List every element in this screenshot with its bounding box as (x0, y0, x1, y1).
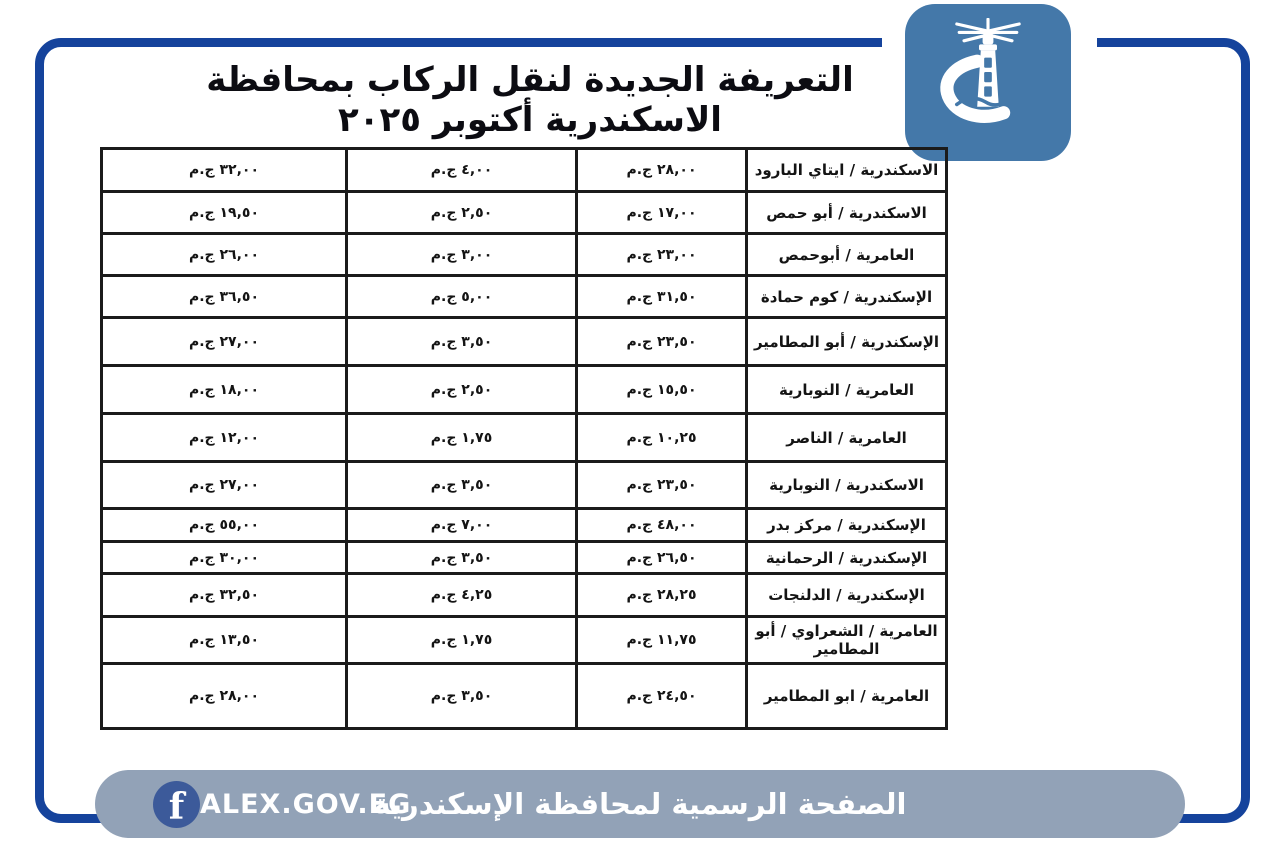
surcharge-cell: ٧,٠٠ ج.م (345, 507, 578, 543)
surcharge-cell: ٣,٥٠ ج.م (345, 316, 578, 367)
total-cell: ٥٥,٠٠ ج.م (100, 507, 348, 543)
route-cell: العامرية / النوبارية (745, 364, 948, 415)
table-row: الاسكندرية / ايتاي البارود ٢٨,٠٠ ج.م ٤,٠… (100, 147, 948, 193)
total-cell: ٢٧,٠٠ ج.م (100, 460, 348, 510)
table-row: الإسكندرية / الرحمانية ٢٦,٥٠ ج.م ٣,٥٠ ج.… (100, 540, 948, 575)
route-cell: العامرية / أبوحمص (745, 232, 948, 277)
frame-gap-right (1069, 34, 1097, 51)
surcharge-cell: ٢,٥٠ ج.م (345, 364, 578, 415)
route-cell: الاسكندرية / النوبارية (745, 460, 948, 510)
table-row: الإسكندرية / كوم حمادة ٣١,٥٠ ج.م ٥,٠٠ ج.… (100, 274, 948, 319)
total-cell: ٣٦,٥٠ ج.م (100, 274, 348, 319)
total-cell: ٢٦,٠٠ ج.م (100, 232, 348, 277)
surcharge-cell: ١,٧٥ ج.م (345, 615, 578, 665)
table-row: الإسكندرية / مركز بدر ٤٨,٠٠ ج.م ٧,٠٠ ج.م… (100, 507, 948, 543)
total-cell: ٢٨,٠٠ ج.م (100, 662, 348, 730)
fare-table: الاسكندرية / ايتاي البارود ٢٨,٠٠ ج.م ٤,٠… (100, 147, 948, 730)
alexandria-governorate-logo (905, 4, 1071, 161)
total-cell: ٢٧,٠٠ ج.م (100, 316, 348, 367)
total-cell: ١٨,٠٠ ج.م (100, 364, 348, 415)
surcharge-cell: ٤,٠٠ ج.م (345, 147, 578, 193)
fare-cell: ٤٨,٠٠ ج.م (575, 507, 748, 543)
page-title: التعريفة الجديدة لنقل الركاب بمحافظة الا… (206, 60, 854, 140)
fare-cell: ٣١,٥٠ ج.م (575, 274, 748, 319)
route-cell: الإسكندرية / الرحمانية (745, 540, 948, 575)
table-row: الاسكندرية / النوبارية ٢٣,٥٠ ج.م ٣,٥٠ ج.… (100, 460, 948, 510)
footer-official-page-label: الصفحة الرسمية لمحافظة الإسكندرية (373, 787, 907, 821)
surcharge-cell: ١,٧٥ ج.م (345, 412, 578, 463)
fare-table-container: الاسكندرية / ايتاي البارود ٢٨,٠٠ ج.م ٤,٠… (100, 147, 948, 730)
fare-cell: ١١,٧٥ ج.م (575, 615, 748, 665)
fare-cell: ٢٤,٥٠ ج.م (575, 662, 748, 730)
route-cell: الإسكندرية / كوم حمادة (745, 274, 948, 319)
surcharge-cell: ٣,٠٠ ج.م (345, 232, 578, 277)
route-cell: العامرية / الشعراوي / أبو المطامير (745, 615, 948, 665)
table-row: العامرية / ابو المطامير ٢٤,٥٠ ج.م ٣,٥٠ ج… (100, 662, 948, 730)
fare-cell: ٢٨,٢٥ ج.م (575, 572, 748, 618)
route-cell: الاسكندرية / ايتاي البارود (745, 147, 948, 193)
lighthouse-icon (928, 17, 1048, 148)
surcharge-cell: ٣,٥٠ ج.م (345, 662, 578, 730)
total-cell: ١٢,٠٠ ج.م (100, 412, 348, 463)
route-cell: الإسكندرية / أبو المطامير (745, 316, 948, 367)
website-link[interactable]: ALEX.GOV.EG (200, 788, 412, 820)
route-cell: العامرية / الناصر (745, 412, 948, 463)
facebook-icon[interactable]: f (153, 780, 200, 828)
surcharge-cell: ٥,٠٠ ج.م (345, 274, 578, 319)
fare-cell: ٢٣,٥٠ ج.م (575, 316, 748, 367)
fare-cell: ١٧,٠٠ ج.م (575, 190, 748, 235)
fare-cell: ١٥,٥٠ ج.م (575, 364, 748, 415)
surcharge-cell: ٣,٥٠ ج.م (345, 540, 578, 575)
table-row: العامرية / النوبارية ١٥,٥٠ ج.م ٢,٥٠ ج.م … (100, 364, 948, 415)
frame-gap-left (882, 34, 906, 51)
table-row: العامرية / أبوحمص ٢٣,٠٠ ج.م ٣,٠٠ ج.م ٢٦,… (100, 232, 948, 277)
fare-cell: ٢٣,٠٠ ج.م (575, 232, 748, 277)
fare-cell: ٢٣,٥٠ ج.م (575, 460, 748, 510)
total-cell: ١٣,٥٠ ج.م (100, 615, 348, 665)
route-cell: الاسكندرية / أبو حمص (745, 190, 948, 235)
route-cell: الإسكندرية / مركز بدر (745, 507, 948, 543)
table-row: العامرية / الشعراوي / أبو المطامير ١١,٧٥… (100, 615, 948, 665)
route-cell: العامرية / ابو المطامير (745, 662, 948, 730)
table-row: العامرية / الناصر ١٠,٢٥ ج.م ١,٧٥ ج.م ١٢,… (100, 412, 948, 463)
fare-cell: ٢٦,٥٠ ج.م (575, 540, 748, 575)
table-row: الإسكندرية / أبو المطامير ٢٣,٥٠ ج.م ٣,٥٠… (100, 316, 948, 367)
route-cell: الإسكندرية / الدلنجات (745, 572, 948, 618)
footer-bar: الصفحة الرسمية لمحافظة الإسكندرية f ALEX… (95, 770, 1185, 838)
fare-cell: ١٠,٢٥ ج.م (575, 412, 748, 463)
table-row: الإسكندرية / الدلنجات ٢٨,٢٥ ج.م ٤,٢٥ ج.م… (100, 572, 948, 618)
table-row: الاسكندرية / أبو حمص ١٧,٠٠ ج.م ٢,٥٠ ج.م … (100, 190, 948, 235)
fare-cell: ٢٨,٠٠ ج.م (575, 147, 748, 193)
surcharge-cell: ٤,٢٥ ج.م (345, 572, 578, 618)
total-cell: ٣٢,٥٠ ج.م (100, 572, 348, 618)
surcharge-cell: ٣,٥٠ ج.م (345, 460, 578, 510)
total-cell: ١٩,٥٠ ج.م (100, 190, 348, 235)
surcharge-cell: ٢,٥٠ ج.م (345, 190, 578, 235)
total-cell: ٣٢,٠٠ ج.م (100, 147, 348, 193)
total-cell: ٣٠,٠٠ ج.م (100, 540, 348, 575)
facebook-link-group[interactable]: f ALEX.GOV.EG (153, 780, 425, 828)
